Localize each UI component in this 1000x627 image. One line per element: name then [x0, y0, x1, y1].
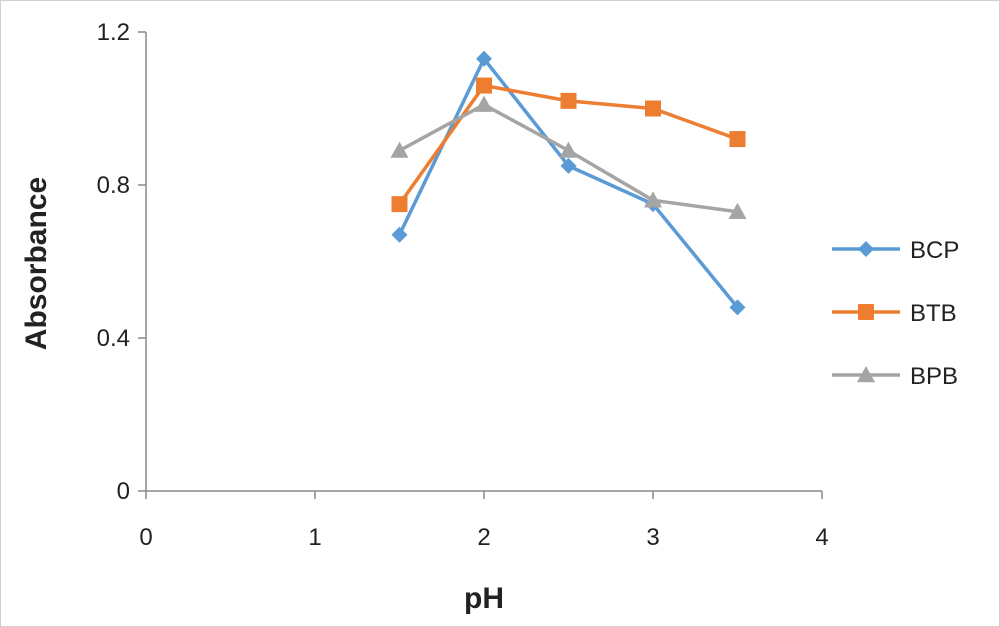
legend-item-bpb: BPB — [832, 363, 958, 390]
x-tick-label: 0 — [139, 524, 152, 551]
series-btb-point — [476, 77, 492, 94]
x-tick-label: 2 — [477, 524, 490, 551]
series-btb — [391, 77, 746, 213]
x-tick-label: 1 — [308, 524, 321, 551]
legend: BCP BTB BPB — [832, 237, 959, 390]
series-bcp-point — [560, 157, 577, 174]
series-bpb-point — [475, 95, 493, 112]
y-axis-title: Absorbance — [20, 177, 53, 350]
y-tick-label: 0.4 — [97, 325, 130, 352]
series-btb-point — [391, 196, 408, 213]
series-bcp-point — [476, 50, 492, 67]
series-bpb-point — [390, 141, 409, 158]
x-axis-title: pH — [464, 582, 504, 615]
y-tick-label: 0.8 — [97, 172, 130, 199]
series-bpb-point — [644, 191, 662, 208]
legend-swatch-marker — [857, 366, 875, 383]
legend-label: BPB — [910, 363, 958, 390]
legend-item-btb: BTB — [832, 300, 957, 327]
series-bcp-point — [729, 299, 746, 316]
series-btb-point — [560, 92, 577, 109]
series-bpb-point — [559, 141, 578, 158]
series-layer — [390, 50, 747, 316]
legend-label: BCP — [910, 237, 959, 264]
x-tick-label: 4 — [815, 524, 828, 551]
legend-item-bcp: BCP — [832, 237, 959, 264]
series-bcp-point — [391, 226, 408, 243]
legend-swatch-marker — [858, 241, 874, 257]
series-bcp — [391, 50, 746, 316]
y-axis-ticks: 0 0.4 0.8 1.2 — [97, 19, 146, 505]
series-btb-point — [645, 100, 661, 117]
series-btb-point — [729, 131, 746, 148]
series-bpb-point — [728, 202, 747, 219]
y-tick-label: 1.2 — [97, 19, 130, 46]
legend-swatch-marker — [858, 304, 874, 320]
legend-label: BTB — [910, 300, 957, 327]
y-tick-label: 0 — [117, 478, 130, 505]
x-tick-label: 3 — [646, 524, 659, 551]
series-bpb — [390, 95, 747, 219]
x-axis-ticks: 0 1 2 3 4 — [139, 491, 829, 551]
